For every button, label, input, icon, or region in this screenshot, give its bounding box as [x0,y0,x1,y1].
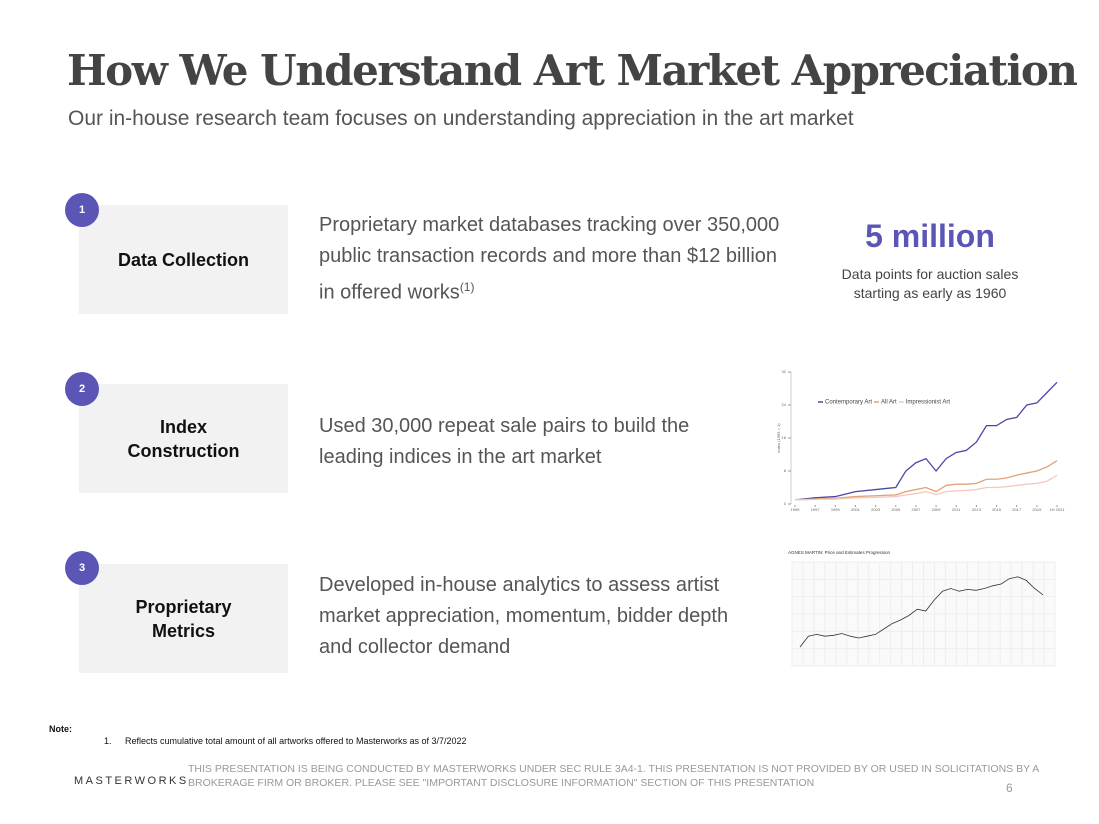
title: How We Understand Art Market Appreciatio… [67,46,1078,95]
description-text: Proprietary market databases tracking ov… [319,214,780,304]
row-description: Used 30,000 repeat sale pairs to build t… [319,415,690,468]
x-tick-label: 2019 [1032,507,1042,512]
x-tick-label: 1995 [791,507,801,512]
x-tick-label: 1H 2021 [1049,507,1065,512]
x-tick-label: 2007 [911,507,921,512]
x-tick-label: 2011 [952,507,961,512]
y-tick-label: 24 [782,402,787,407]
row-box: Data Collection [79,205,288,314]
series-line [794,381,1058,501]
series-line [794,474,1058,501]
note-text: Reflects cumulative total amount of all … [125,736,467,746]
note-label: Note: [49,724,72,734]
row-number: 1 [65,193,99,227]
x-tick-label: 2005 [891,507,901,512]
page-number: 6 [1006,781,1013,795]
highlight-caption: Data points for auction sales starting a… [841,266,1019,301]
row-label: Proprietary Metrics [135,596,232,641]
x-tick-label: 2001 [851,507,861,512]
row-description: Developed in-house analytics to assess a… [319,574,729,658]
row-number: 3 [65,551,99,585]
note-number: 1. [104,736,112,746]
x-tick-label: 1997 [811,507,821,512]
row-box: Index Construction [79,384,288,493]
row-box: Proprietary Metrics [79,564,288,673]
series-line [799,576,1044,648]
logo: MASTERWORKS [74,775,189,787]
y-tick-label: 16 [782,435,787,440]
y-tick-label: 32 [782,369,787,374]
row-label: Data Collection [117,249,250,270]
row-label: Index Construction [127,416,240,461]
footnote-ref: (1) [459,280,475,294]
disclaimer: THIS PRESENTATION IS BEING CONDUCTED BY … [188,763,1039,789]
x-tick-label: 2009 [932,507,942,512]
y-axis-label: Index (1995 = 1) [776,423,781,453]
legend-label: Impressionist Art [906,400,951,406]
x-tick-label: 2017 [1012,507,1022,512]
x-tick-label: 2013 [972,507,982,512]
x-tick-label: 2003 [871,507,881,512]
legend-label: Contemporary Art [825,400,872,406]
x-tick-label: 2015 [992,507,1002,512]
subtitle: Our in-house research team focuses on un… [68,107,854,130]
legend-label: All Art [881,400,897,406]
series-line [794,460,1058,501]
x-tick-label: 1999 [831,507,841,512]
highlight-value: 5 million [865,218,995,254]
row-description: Proprietary market databases tracking ov… [319,210,789,309]
y-tick-label: 0 [784,501,787,506]
row-number: 2 [65,372,99,406]
y-tick-label: 8 [784,468,787,473]
chart-title: AGNES MARTIN: Price and Estimates Progre… [788,550,890,555]
